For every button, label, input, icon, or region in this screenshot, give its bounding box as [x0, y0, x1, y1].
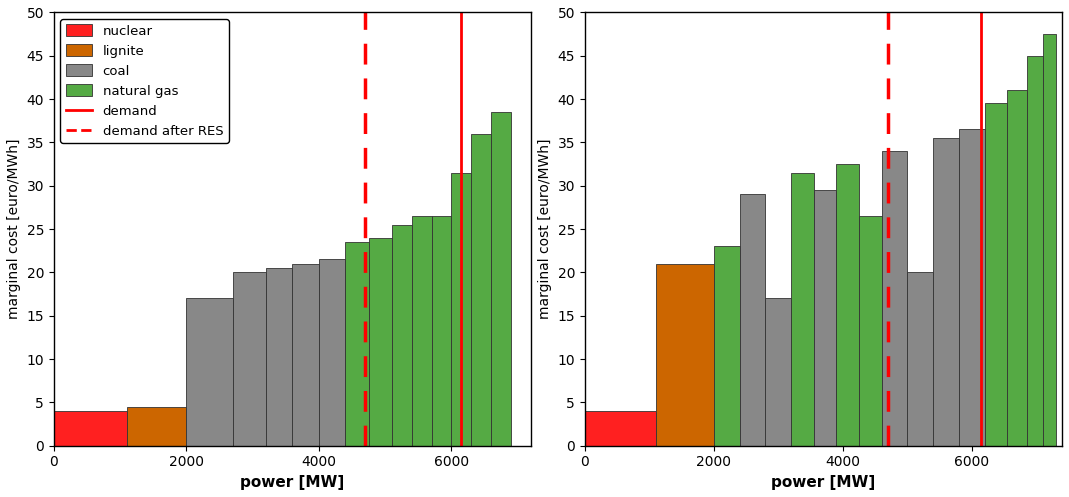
Bar	[882, 151, 908, 446]
Bar	[392, 225, 412, 446]
Bar	[369, 238, 392, 446]
Bar	[53, 411, 127, 446]
Bar	[836, 164, 858, 446]
Bar	[933, 138, 959, 446]
Bar	[1026, 56, 1042, 446]
Y-axis label: marginal cost [euro/MWh]: marginal cost [euro/MWh]	[538, 139, 552, 320]
Bar	[714, 247, 740, 446]
Bar	[585, 411, 655, 446]
Bar	[492, 112, 511, 446]
Bar	[471, 134, 492, 446]
Bar	[345, 242, 369, 446]
Bar	[655, 264, 714, 446]
Bar	[319, 259, 345, 446]
Bar	[908, 272, 933, 446]
X-axis label: power [MW]: power [MW]	[241, 475, 344, 490]
Bar	[233, 272, 266, 446]
Bar	[765, 298, 791, 446]
Bar	[266, 268, 293, 446]
Bar	[412, 216, 432, 446]
Y-axis label: marginal cost [euro/MWh]: marginal cost [euro/MWh]	[6, 139, 21, 320]
Bar	[451, 173, 471, 446]
Bar	[959, 129, 985, 446]
Bar	[432, 216, 451, 446]
Bar	[814, 190, 836, 446]
Bar	[127, 407, 186, 446]
Bar	[740, 194, 765, 446]
Bar	[1042, 34, 1055, 446]
Bar	[985, 103, 1007, 446]
Bar	[1007, 90, 1026, 446]
X-axis label: power [MW]: power [MW]	[772, 475, 876, 490]
Bar	[293, 264, 319, 446]
Bar	[791, 173, 814, 446]
Bar	[186, 298, 233, 446]
Legend: nuclear, lignite, coal, natural gas, demand, demand after RES: nuclear, lignite, coal, natural gas, dem…	[61, 19, 229, 143]
Bar	[858, 216, 882, 446]
